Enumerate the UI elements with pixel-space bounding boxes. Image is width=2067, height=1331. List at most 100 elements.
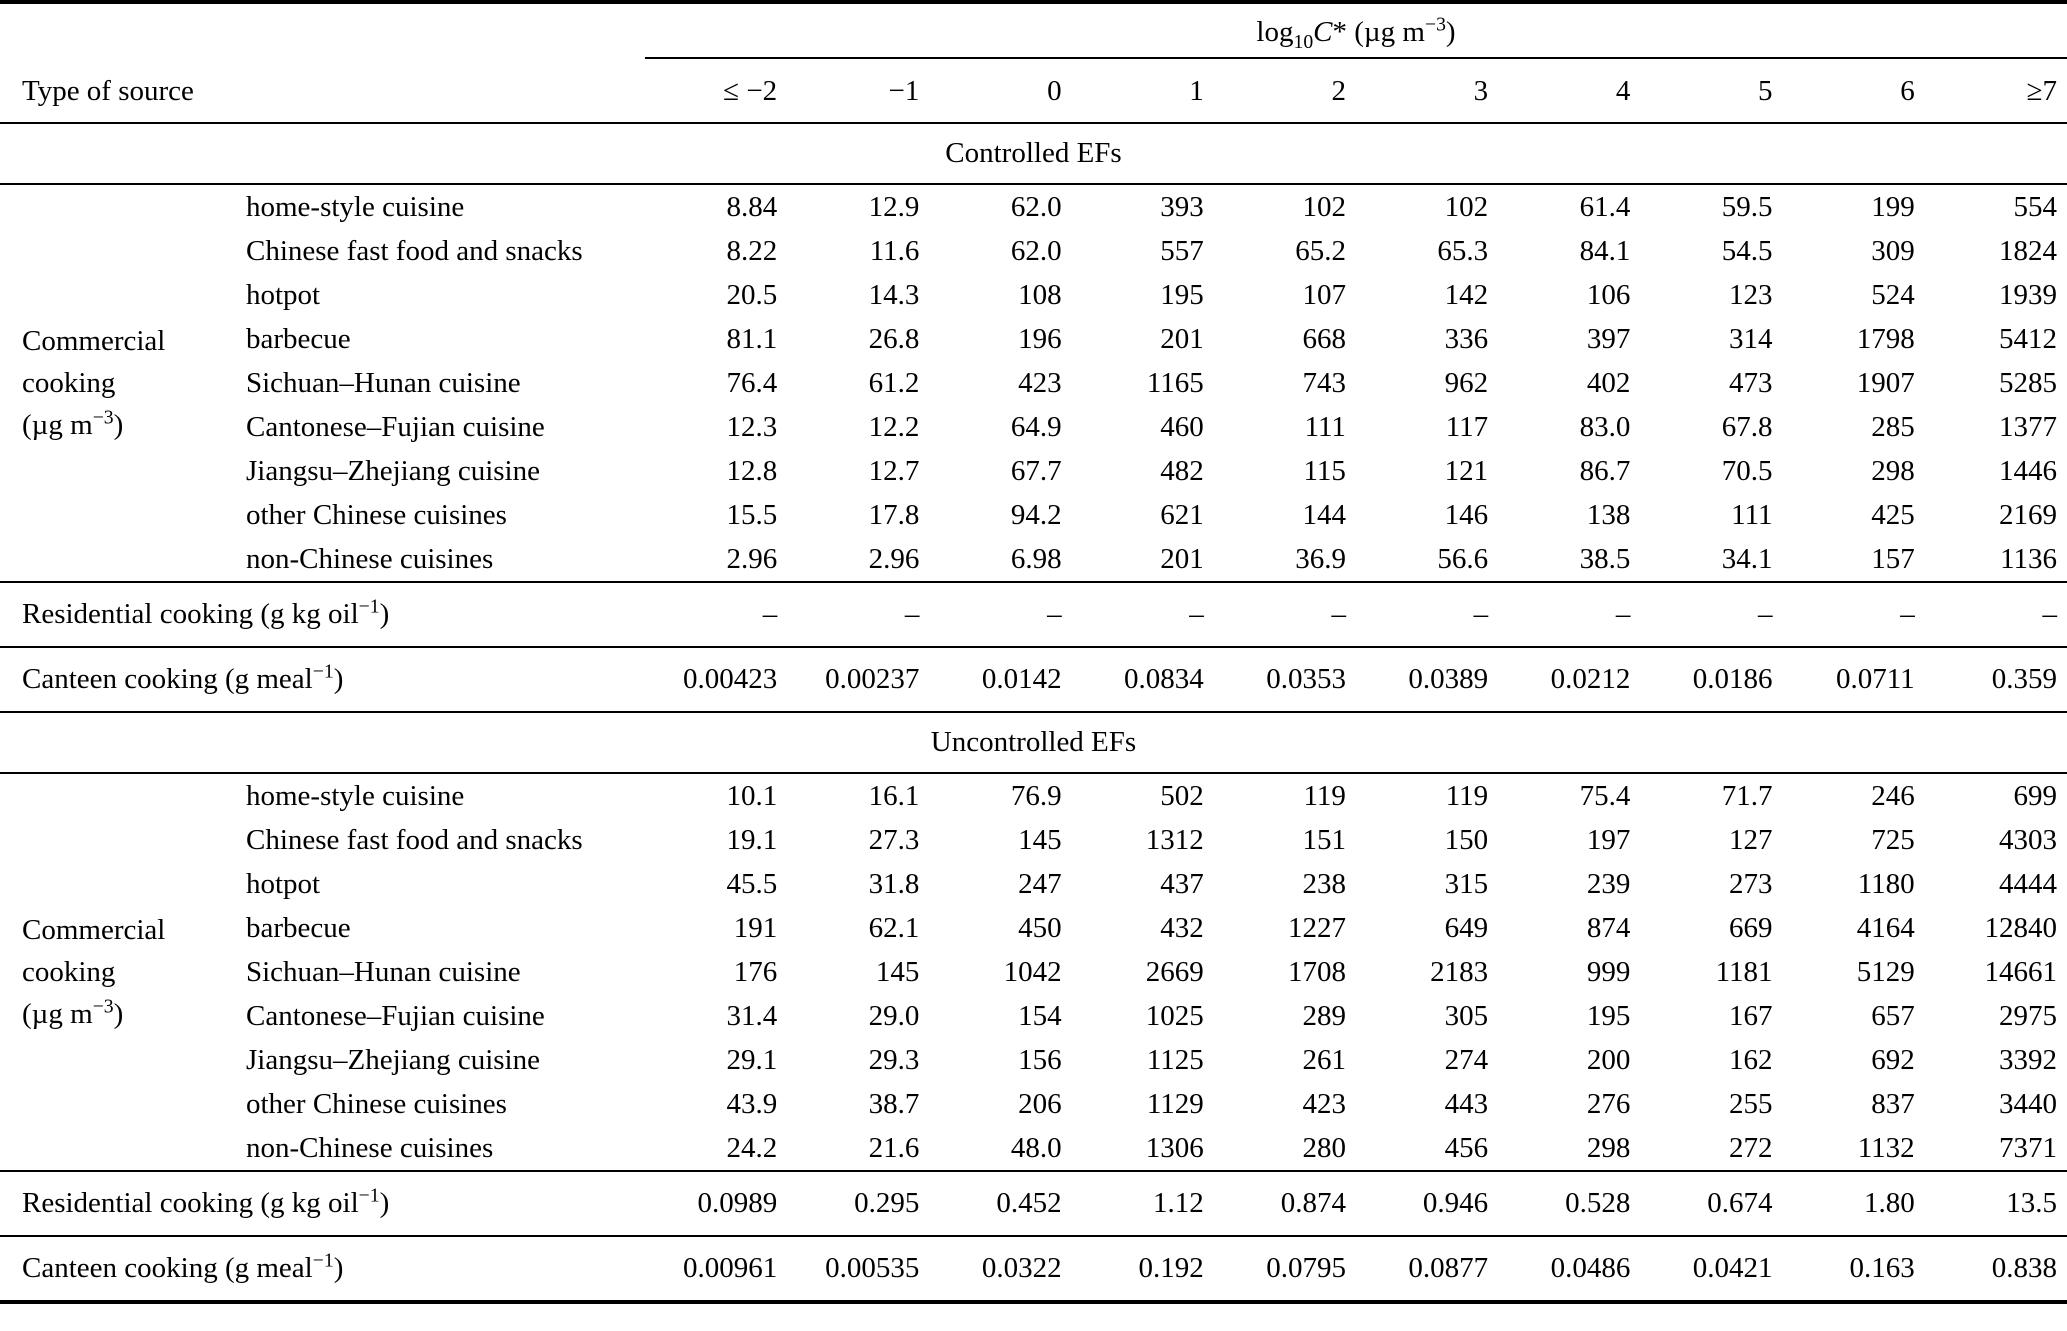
value-cell: – xyxy=(1640,581,1783,647)
value-cell: 65.3 xyxy=(1437,235,1489,267)
value-cell: 83.0 xyxy=(1579,411,1631,443)
value-cell: 285 xyxy=(1871,411,1915,443)
value-cell: 12.3 xyxy=(726,411,778,443)
value-cell: 12.9 xyxy=(868,191,920,223)
value-cell: 0.874 xyxy=(1213,1170,1356,1236)
value-cell: 1.12 xyxy=(1071,1170,1214,1236)
value-cell: 2183 xyxy=(1430,956,1489,988)
value-cell: 145 xyxy=(875,956,920,988)
value-cell: 154 xyxy=(1018,1000,1062,1032)
value-cell: 167 xyxy=(1729,1000,1773,1032)
cuisine-label: hotpot xyxy=(246,868,321,900)
canteen-row-label: Canteen cooking (g meal−1) xyxy=(0,646,645,712)
value-cell: 56.6 xyxy=(1437,543,1489,575)
value-cell: 176 xyxy=(733,956,778,988)
value-cell: 191 xyxy=(733,912,778,944)
col-header: 5 xyxy=(1640,58,1783,124)
value-cell: 524 xyxy=(1871,279,1915,311)
value-cell: 402 xyxy=(1586,367,1631,399)
section-title-row: Uncontrolled EFs xyxy=(0,711,2067,774)
value-cell: 1377 xyxy=(1999,411,2057,443)
value-cell: 13.5 xyxy=(1924,1170,2067,1236)
cuisine-label: barbecue xyxy=(246,912,351,944)
value-cell: 0.0711 xyxy=(1782,646,1925,712)
value-cell: 86.7 xyxy=(1579,455,1631,487)
value-cell: 621 xyxy=(1160,499,1204,531)
value-cell: 14661 xyxy=(1984,956,2058,988)
value-cell: 26.8 xyxy=(868,323,920,355)
value-cell: 8.84 xyxy=(726,191,778,223)
cuisine-label: Cantonese–Fujian cuisine xyxy=(246,411,545,443)
value-cell: 48.0 xyxy=(1010,1132,1062,1164)
cuisine-label: barbecue xyxy=(246,323,351,355)
value-cell: 1181 xyxy=(1715,956,1773,988)
value-cell: 62.0 xyxy=(1010,191,1062,223)
value-cell: 76.9 xyxy=(1010,780,1062,812)
value-cell: 16.1 xyxy=(868,780,920,812)
value-cell: 11.6 xyxy=(869,235,920,267)
value-cell: 54.5 xyxy=(1721,235,1773,267)
value-cell: 743 xyxy=(1302,367,1346,399)
value-cell: 874 xyxy=(1586,912,1631,944)
column-group-header: log10C* (µg m−3) xyxy=(645,2,2067,59)
value-cell: 456 xyxy=(1444,1132,1489,1164)
cuisine-label: Chinese fast food and snacks xyxy=(246,824,583,856)
canteen-cooking-row: Canteen cooking (g meal−1) 0.00423 0.00237… xyxy=(0,646,2067,712)
commercial-group-label: Commercial cooking (µg m−3) xyxy=(22,325,166,441)
commercial-cooking-row: Chinese fast food and snacks 19.1 27.3 145 1… xyxy=(0,818,2067,862)
value-cell: 59.5 xyxy=(1721,191,1773,223)
value-cell: 837 xyxy=(1871,1088,1915,1120)
residential-cooking-row: Residential cooking (g kg oil−1) 0.0989 0.… xyxy=(0,1170,2067,1236)
value-cell: 482 xyxy=(1160,455,1204,487)
value-cell: 314 xyxy=(1729,323,1773,355)
value-cell: 239 xyxy=(1586,868,1631,900)
value-cell: 61.2 xyxy=(868,367,920,399)
col-header: ≤ −2 xyxy=(645,58,788,124)
value-cell: 142 xyxy=(1444,279,1489,311)
value-cell: 151 xyxy=(1302,824,1346,856)
value-cell: 1798 xyxy=(1856,323,1915,355)
col-header: 2 xyxy=(1213,58,1356,124)
value-cell: 38.5 xyxy=(1579,543,1631,575)
value-cell: 657 xyxy=(1871,1000,1915,1032)
value-cell: 255 xyxy=(1729,1088,1773,1120)
residential-row-label: Residential cooking (g kg oil−1) xyxy=(0,581,645,647)
value-cell: 138 xyxy=(1586,499,1631,531)
value-cell: 1227 xyxy=(1287,912,1346,944)
cuisine-label: Jiangsu–Zhejiang cuisine xyxy=(246,1044,540,1076)
value-cell: 107 xyxy=(1302,279,1346,311)
commercial-cooking-row: Commercial cooking (µg m−3) home-style cuis… xyxy=(0,184,2067,441)
value-cell: 21.6 xyxy=(868,1132,920,1164)
value-cell: 119 xyxy=(1445,780,1489,812)
value-cell: 115 xyxy=(1303,455,1346,487)
cuisine-label: hotpot xyxy=(246,279,321,311)
value-cell: 309 xyxy=(1871,235,1915,267)
value-cell: 1824 xyxy=(1999,235,2057,267)
value-cell: 425 xyxy=(1871,499,1915,531)
commercial-cooking-row: Cantonese–Fujian cuisine 12.3 12.2 64.9 460 1… xyxy=(0,405,2067,449)
value-cell: 5285 xyxy=(1999,367,2057,399)
value-cell: 0.00237 xyxy=(787,646,930,712)
value-cell: 0.295 xyxy=(787,1170,930,1236)
col-header: 6 xyxy=(1782,58,1925,124)
value-cell: 1042 xyxy=(1003,956,1062,988)
value-cell: 669 xyxy=(1729,912,1773,944)
value-cell: 3392 xyxy=(1999,1044,2057,1076)
value-cell: 144 xyxy=(1302,499,1346,531)
value-cell: 67.8 xyxy=(1721,411,1773,443)
value-cell: 305 xyxy=(1444,1000,1489,1032)
cuisine-label: home-style cuisine xyxy=(246,780,465,812)
value-cell: 14.3 xyxy=(868,279,920,311)
value-cell: 315 xyxy=(1444,868,1489,900)
value-cell: 1.80 xyxy=(1782,1170,1925,1236)
value-cell: 1125 xyxy=(1146,1044,1204,1076)
cuisine-label: non-Chinese cuisines xyxy=(246,543,494,575)
value-cell: 0.838 xyxy=(1924,1235,2067,1302)
value-cell: 121 xyxy=(1444,455,1489,487)
value-cell: 12.2 xyxy=(868,411,920,443)
value-cell: 502 xyxy=(1160,780,1204,812)
value-cell: 298 xyxy=(1871,455,1915,487)
value-cell: 273 xyxy=(1729,868,1773,900)
value-cell: – xyxy=(1213,581,1356,647)
